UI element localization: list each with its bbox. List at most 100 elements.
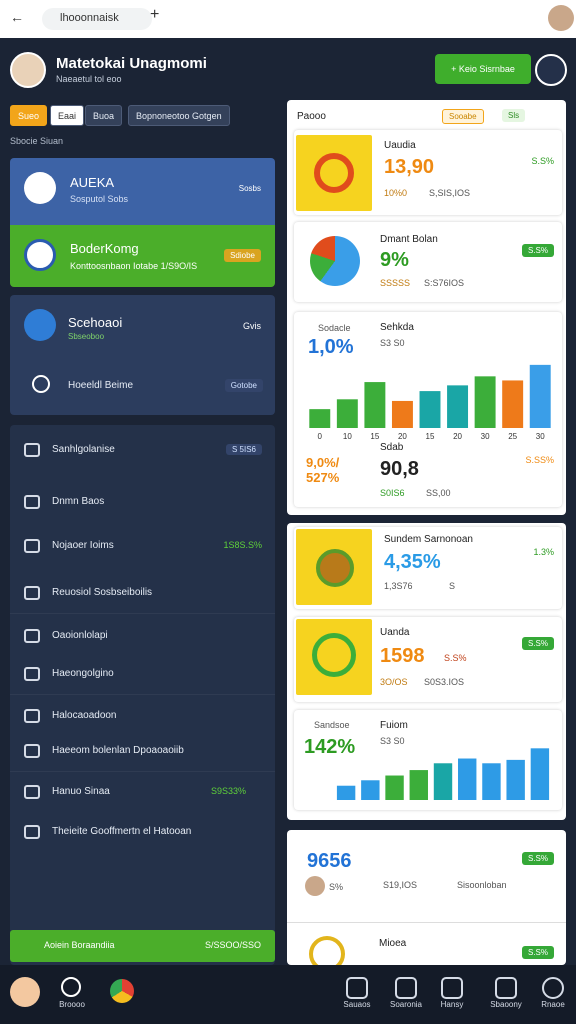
bar xyxy=(530,748,550,800)
menu-item[interactable]: Hanuo Sinaa xyxy=(52,786,110,797)
nav-label[interactable]: Soaronia xyxy=(389,1000,423,1009)
item-side: 9,0%/ 527% xyxy=(306,455,340,485)
decoration xyxy=(312,633,356,677)
decoration xyxy=(296,529,372,605)
bar xyxy=(309,409,331,428)
decoration xyxy=(110,979,134,1003)
item-badge: S.S% xyxy=(521,946,554,959)
nav-label[interactable]: Rnaoe xyxy=(541,1000,565,1009)
menu-item[interactable]: Oaoionlolapi xyxy=(52,630,108,641)
decoration xyxy=(296,135,372,211)
nav-label[interactable]: Sbaoony xyxy=(490,1000,522,1009)
card[interactable]: BoderKomg Konttoosnbaon Iotabe 1/S9O/IS … xyxy=(10,225,275,287)
menu-item[interactable]: Halocaoadoon xyxy=(52,710,117,721)
item-value: 1598 xyxy=(380,645,425,667)
footer-bar[interactable]: Aoiein Boraandiia S/SSOO/SSO xyxy=(10,930,275,962)
primary-button[interactable]: + Keio Sisrnbae xyxy=(435,54,531,84)
x-tick-label: 15 xyxy=(370,432,379,441)
item-badge: 1.3% xyxy=(533,547,554,557)
nav-label[interactable]: Sauaos xyxy=(343,1000,371,1009)
menu-item[interactable]: Haeeom bolenlan Dpoaoaoiib xyxy=(52,745,184,756)
browser-bar: ← lhooonnaisk + xyxy=(0,0,576,38)
back-icon[interactable]: ← xyxy=(10,9,24,25)
bar xyxy=(385,775,404,800)
bar xyxy=(482,763,501,800)
menu-item[interactable]: Reuosiol Sosbseiboilis xyxy=(52,587,153,598)
card-subtitle: Sbseoboo xyxy=(68,332,105,341)
menu-item[interactable]: Sanhlgolanise xyxy=(52,444,115,455)
x-tick-label: 0 xyxy=(318,432,323,441)
menu-badge: S9S33% xyxy=(210,786,246,796)
card-badge: Gvis xyxy=(243,321,261,331)
tab[interactable]: Eaai xyxy=(50,105,85,126)
item-title: Sundem Sarnonoan xyxy=(384,534,473,545)
separator xyxy=(10,771,275,772)
bar xyxy=(419,391,441,428)
section-label: Sbocie Siuan xyxy=(10,136,64,146)
menu-item[interactable]: Nojaoer Ioims xyxy=(52,540,114,551)
menu-icon xyxy=(24,629,40,643)
separator xyxy=(10,613,275,614)
decoration xyxy=(24,172,56,204)
decoration xyxy=(316,549,354,587)
bottom-value: 9656 xyxy=(307,850,352,872)
menu-icon xyxy=(24,495,40,509)
item-badge: S.S% xyxy=(531,156,554,166)
item-title: Mioea xyxy=(379,938,407,949)
bar xyxy=(458,758,477,800)
decoration xyxy=(305,876,325,896)
bar xyxy=(433,763,453,800)
decoration xyxy=(310,236,360,286)
decoration xyxy=(395,977,417,999)
bar xyxy=(447,385,469,428)
item-meta: S0S3.IOS xyxy=(424,677,465,687)
meta: Sisoonloban xyxy=(457,880,507,890)
tab[interactable]: Bopnoneotoo Gotgen xyxy=(128,105,230,126)
item-value: 4,35% xyxy=(384,551,441,573)
chart-value: 1,0% xyxy=(308,336,354,358)
chart-sub: S3 S0 xyxy=(380,338,405,348)
tab[interactable]: Buoa xyxy=(85,105,123,126)
menu-icon xyxy=(24,443,40,457)
item-meta: SS,00 xyxy=(426,488,451,498)
bar-chart xyxy=(336,748,550,800)
chart-title: Sehkda xyxy=(380,322,414,333)
menu-icon xyxy=(24,744,40,758)
bar xyxy=(391,400,413,428)
menu-panel xyxy=(10,425,275,965)
decoration xyxy=(542,977,564,999)
menu-item[interactable]: Theieite Gooffmertn el Hatooan xyxy=(52,826,192,837)
profile xyxy=(548,5,574,31)
item-meta: S,SIS,IOS xyxy=(429,188,471,198)
badge: Sooabe xyxy=(442,109,484,124)
card-badge: Sosbs xyxy=(238,184,261,193)
item-title: Uaudia xyxy=(384,140,416,151)
decoration xyxy=(495,977,517,999)
bar xyxy=(506,759,525,800)
chart-label: Sodacle xyxy=(318,323,351,333)
x-tick-label: 15 xyxy=(426,432,435,441)
card-badge: Sdiobe xyxy=(224,249,261,262)
menu-item[interactable]: Dnmn Baos xyxy=(52,496,105,507)
chart-value: 142% xyxy=(304,736,356,758)
tab[interactable]: Sueo xyxy=(10,105,48,126)
item-meta: 3O/OS xyxy=(380,677,408,687)
menu-item[interactable]: Haeongolgino xyxy=(52,668,114,679)
item-meta: SSSSS xyxy=(380,278,411,288)
x-tick-label: 20 xyxy=(398,432,407,441)
card-title: Scehoaoi xyxy=(68,315,123,330)
item: Dmant Bolan 9% SSSSS S:S76IOS S.S% xyxy=(294,222,562,302)
decoration xyxy=(61,977,81,997)
nav-label[interactable]: Broooo xyxy=(59,1000,85,1009)
card-title: AUEKA xyxy=(70,175,115,190)
bar xyxy=(364,382,386,428)
item-badge: S.SS% xyxy=(525,455,554,465)
card[interactable]: AUEKA Sosputol Sobs Sosbs xyxy=(10,158,275,225)
badge: S.S% xyxy=(521,852,554,865)
menu-icon xyxy=(24,785,40,799)
menu-icon xyxy=(24,586,40,600)
nav-label[interactable]: Hansy xyxy=(440,1000,464,1009)
panel-title: Paooo xyxy=(297,111,326,122)
icon-button[interactable] xyxy=(535,54,567,86)
new-tab[interactable]: + xyxy=(150,6,160,23)
